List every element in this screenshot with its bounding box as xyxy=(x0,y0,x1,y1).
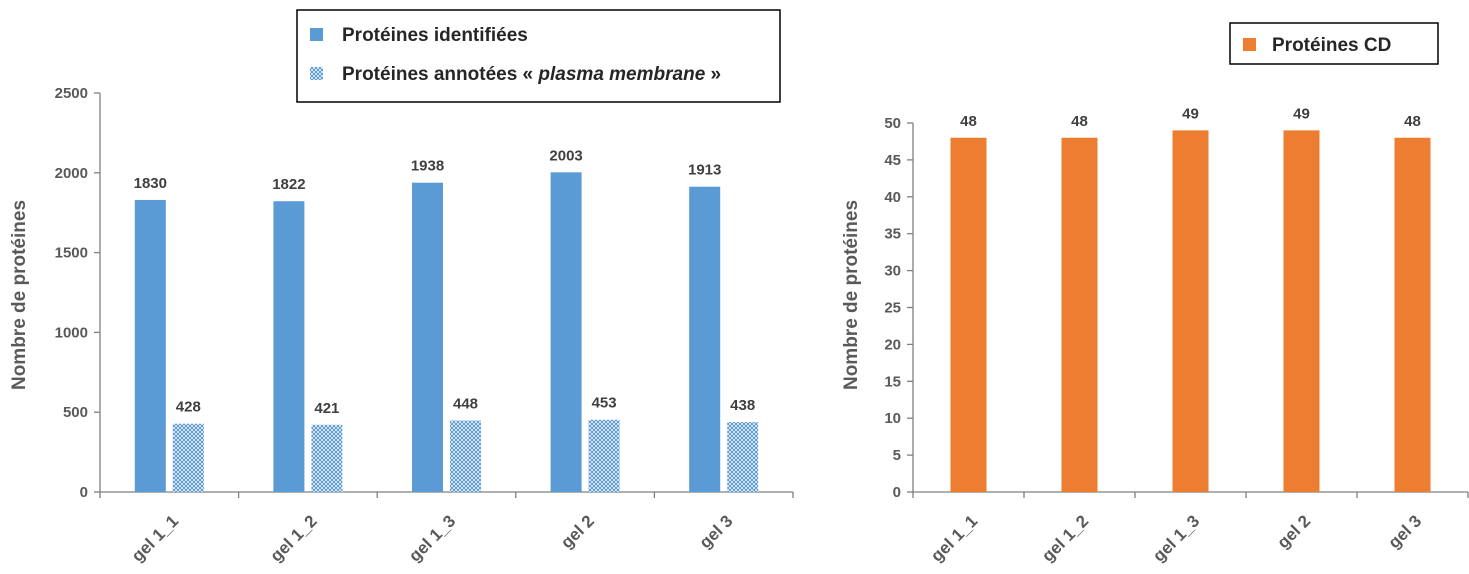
right-data-label: 48 xyxy=(960,113,977,130)
left-x-tick-label: gel 1_3 xyxy=(405,511,459,565)
left-y-axis-label: Nombre de protéines xyxy=(9,200,30,390)
left-y-tick-label: 1500 xyxy=(55,245,88,262)
chart-right: Nombre de protéines 0 5 10 15 20 25 30 35 40 45 50… xyxy=(841,22,1469,566)
legend-annotated-italic: plasma membrane xyxy=(537,64,705,85)
right-legend-swatch-cd xyxy=(1243,38,1256,51)
left-legend-swatch-identified xyxy=(310,28,323,41)
left-bar-s2 xyxy=(727,422,759,492)
right-data-label: 49 xyxy=(1182,105,1199,122)
left-data-label: 2003 xyxy=(549,147,582,164)
right-y-tick-label: 15 xyxy=(884,373,901,390)
right-bar-s1 xyxy=(1394,137,1431,492)
left-legend: Protéines identifiées Protéines annotées… xyxy=(296,9,781,103)
right-bar-s1 xyxy=(1172,130,1209,492)
legend-annotated-prefix: Protéines annotées « xyxy=(342,64,538,85)
left-y-tick-label: 2000 xyxy=(55,165,88,182)
left-bar-s1 xyxy=(412,182,443,493)
right-y-tick-label: 45 xyxy=(884,152,901,169)
left-x-tick-label: gel 1_1 xyxy=(128,511,182,565)
left-data-label: 453 xyxy=(592,395,617,412)
right-x-tick-label: gel 2 xyxy=(1273,511,1314,552)
right-y-tick-label: 35 xyxy=(884,226,901,243)
left-legend-swatch-annotated xyxy=(310,67,323,80)
right-bar-s1 xyxy=(1283,130,1320,492)
right-y-tick-label: 50 xyxy=(884,115,901,132)
right-x-tick-label: gel 1_1 xyxy=(927,511,981,565)
left-x-tick-label: gel 3 xyxy=(696,511,737,552)
right-legend-label-cd: Protéines CD xyxy=(1272,35,1391,56)
right-plot-area: 0 5 10 15 20 25 30 35 40 45 50 48 gel 1_1 48 gel 1_2 49… xyxy=(884,105,1469,566)
right-y-tick-label: 20 xyxy=(884,336,901,353)
right-bar-s1 xyxy=(950,137,987,492)
left-bar-s2 xyxy=(450,420,481,492)
right-data-label: 48 xyxy=(1071,113,1088,130)
chart-left: Nombre de protéines 0 500 1000 1500 2000 2500… xyxy=(9,9,794,566)
left-plot-area: 0 500 1000 1500 2000 2500 1830 428 gel 1_1 1822 42… xyxy=(55,85,794,566)
right-y-tick-label: 5 xyxy=(893,447,901,464)
left-data-label: 1913 xyxy=(688,162,721,179)
left-bar-s2 xyxy=(588,419,620,492)
left-y-tick-label: 500 xyxy=(63,404,88,421)
right-x-tick-label: gel 3 xyxy=(1384,511,1425,552)
right-y-tick-label: 40 xyxy=(884,189,901,206)
right-data-label: 49 xyxy=(1293,105,1310,122)
left-bar-s2 xyxy=(172,423,204,492)
left-data-label: 448 xyxy=(453,395,478,412)
left-data-label: 1830 xyxy=(134,175,167,192)
left-legend-label-identified: Protéines identifiées xyxy=(342,25,528,46)
right-y-tick-label: 30 xyxy=(884,263,901,280)
left-x-tick-label: gel 1_2 xyxy=(267,511,321,565)
right-y-tick-label: 0 xyxy=(893,484,901,501)
left-x-tick-label: gel 2 xyxy=(557,511,598,552)
left-bar-s1 xyxy=(550,172,582,492)
left-bar-s1 xyxy=(134,199,166,492)
left-data-label: 1938 xyxy=(411,158,444,175)
right-legend: Protéines CD xyxy=(1229,22,1439,65)
right-bar-s1 xyxy=(1061,137,1098,492)
right-y-axis-label: Nombre de protéines xyxy=(841,200,862,390)
left-bar-s2 xyxy=(311,424,343,492)
left-data-label: 428 xyxy=(176,399,201,416)
left-legend-label-annotated: Protéines annotées « plasma membrane » xyxy=(342,64,721,85)
right-x-tick-label: gel 1_3 xyxy=(1149,511,1203,565)
left-bar-s1 xyxy=(273,201,305,492)
left-data-label: 438 xyxy=(730,397,755,414)
right-y-tick-label: 25 xyxy=(884,300,901,317)
left-legend-box xyxy=(296,9,781,103)
legend-annotated-suffix: » xyxy=(705,64,721,85)
right-x-tick-label: gel 1_2 xyxy=(1038,511,1092,565)
left-y-tick-label: 2500 xyxy=(55,85,88,102)
left-y-tick-label: 0 xyxy=(80,484,88,501)
left-data-label: 1822 xyxy=(272,176,305,193)
left-y-tick-label: 1000 xyxy=(55,324,88,341)
right-data-label: 48 xyxy=(1404,113,1421,130)
left-bar-s1 xyxy=(689,186,721,493)
right-y-tick-label: 10 xyxy=(884,410,901,427)
left-data-label: 421 xyxy=(314,400,339,417)
right-legend-box xyxy=(1229,22,1439,65)
